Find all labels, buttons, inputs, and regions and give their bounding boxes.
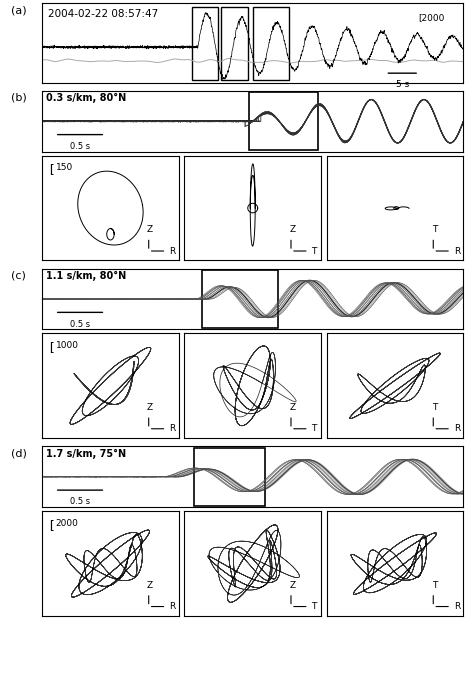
Text: R: R <box>454 602 460 611</box>
Text: (d): (d) <box>264 97 277 106</box>
Text: 0.3 s/km, 80°N: 0.3 s/km, 80°N <box>46 94 126 103</box>
Text: Z: Z <box>147 403 153 412</box>
Text: 150: 150 <box>56 163 73 172</box>
Bar <box>253 7 288 79</box>
Text: R: R <box>169 247 176 256</box>
Text: R: R <box>169 424 176 433</box>
Bar <box>194 448 265 506</box>
Text: (c): (c) <box>11 271 25 280</box>
Text: Z: Z <box>289 403 295 412</box>
Text: Z: Z <box>147 225 153 234</box>
Bar <box>249 92 318 150</box>
Text: Z: Z <box>289 581 295 590</box>
Text: (d): (d) <box>11 449 26 458</box>
Bar <box>192 7 218 79</box>
Text: 2004-02-22 08:57:47: 2004-02-22 08:57:47 <box>49 9 159 19</box>
Bar <box>202 270 278 328</box>
Text: R: R <box>454 247 460 256</box>
Bar <box>221 7 248 79</box>
Text: 1.7 s/km, 75°N: 1.7 s/km, 75°N <box>46 449 126 459</box>
Text: [: [ <box>48 341 55 354</box>
Text: T: T <box>312 424 317 433</box>
Text: R: R <box>454 424 460 433</box>
Text: [2000: [2000 <box>418 13 445 22</box>
Text: (b): (b) <box>198 97 211 106</box>
Text: Z: Z <box>289 225 295 234</box>
Text: (a): (a) <box>11 6 26 16</box>
Text: (c): (c) <box>228 97 241 106</box>
Text: Z: Z <box>147 581 153 590</box>
Text: R: R <box>169 602 176 611</box>
Text: T: T <box>432 225 437 234</box>
Text: T: T <box>312 602 317 611</box>
Text: 1000: 1000 <box>56 341 79 350</box>
Text: T: T <box>432 581 437 590</box>
Text: 1.1 s/km, 80°N: 1.1 s/km, 80°N <box>46 271 126 281</box>
Text: [: [ <box>48 163 55 176</box>
Text: 2000: 2000 <box>56 519 79 528</box>
Text: T: T <box>432 403 437 412</box>
Text: 5 s: 5 s <box>395 79 409 88</box>
Text: [: [ <box>48 519 55 532</box>
Text: T: T <box>312 247 317 256</box>
Text: 0.5 s: 0.5 s <box>70 320 90 329</box>
Text: (b): (b) <box>11 93 26 103</box>
Text: 0.5 s: 0.5 s <box>70 497 90 506</box>
Text: 0.5 s: 0.5 s <box>70 142 90 151</box>
